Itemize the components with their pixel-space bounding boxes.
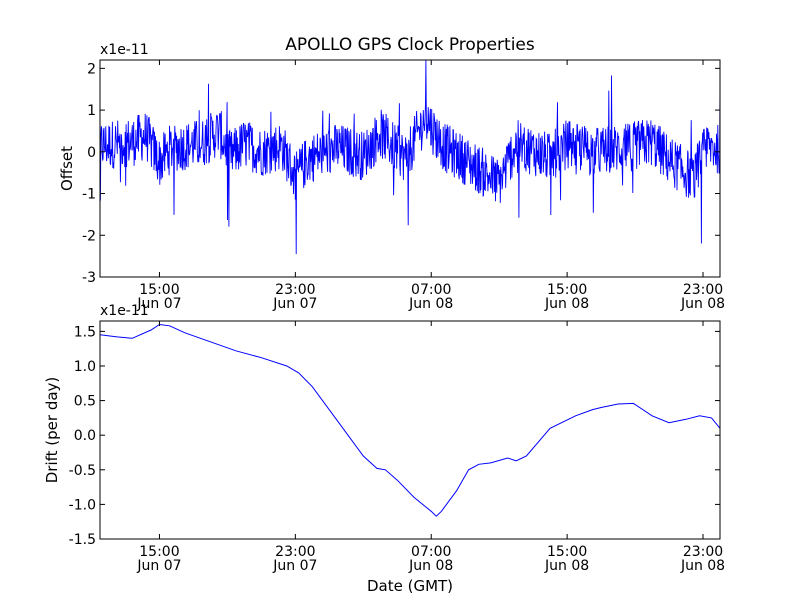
offset-xtick-date-label: Jun 08 <box>408 296 453 312</box>
drift-ytick-label: -1.0 <box>69 497 96 513</box>
drift-ytick-label: 0.0 <box>74 428 96 444</box>
offset-xtick-time-label: 23:00 <box>683 282 723 298</box>
offset-ylabel: Offset <box>58 146 76 191</box>
offset-ytick-label: 2 <box>87 61 96 77</box>
drift-xtick-time-label: 07:00 <box>411 544 451 560</box>
offset-xtick-time-label: 07:00 <box>411 282 451 298</box>
drift-xtick-date-label: Jun 07 <box>272 558 317 574</box>
offset-ytick-label: -3 <box>82 270 96 286</box>
offset-y-multiplier: x1e-11 <box>100 42 149 58</box>
offset-xtick-date-label: Jun 08 <box>544 296 589 312</box>
drift-xlabel: Date (GMT) <box>367 577 453 595</box>
offset-ytick-label: 0 <box>87 145 96 161</box>
drift-series-line <box>99 323 721 517</box>
offset-xtick-date-label: Jun 07 <box>272 296 317 312</box>
drift-xtick-time-label: 23:00 <box>683 544 723 560</box>
drift-xtick-time-label: 15:00 <box>547 544 587 560</box>
drift-ylabel: Drift (per day) <box>43 377 61 484</box>
offset-series-line <box>99 59 721 255</box>
offset-axes-frame <box>99 59 721 278</box>
drift-xtick-time-label: 15:00 <box>139 544 179 560</box>
drift-xtick-date-label: Jun 08 <box>680 558 725 574</box>
drift-xtick-date-label: Jun 08 <box>408 558 453 574</box>
offset-xtick-date-label: Jun 07 <box>136 296 181 312</box>
drift-ytick-label: -0.5 <box>69 463 96 479</box>
drift-ytick-label: 1.5 <box>74 324 96 340</box>
drift-ytick-label: -1.5 <box>69 532 96 548</box>
drift-ytick-label: 1.0 <box>74 359 96 375</box>
drift-xtick-time-label: 23:00 <box>275 544 315 560</box>
drift-xtick-date-label: Jun 07 <box>136 558 181 574</box>
offset-ytick-label: -2 <box>82 228 96 244</box>
offset-xtick-time-label: 15:00 <box>139 282 179 298</box>
offset-xtick-date-label: Jun 08 <box>680 296 725 312</box>
drift-axes-frame <box>99 320 721 540</box>
offset-xtick-time-label: 23:00 <box>275 282 315 298</box>
drift-ytick-label: 0.5 <box>74 394 96 410</box>
drift-xtick-date-label: Jun 08 <box>544 558 589 574</box>
offset-xtick-time-label: 15:00 <box>547 282 587 298</box>
chart-title: APOLLO GPS Clock Properties <box>285 35 535 55</box>
offset-ytick-label: -1 <box>82 187 96 203</box>
drift-y-multiplier: x1e-11 <box>100 303 149 319</box>
offset-ytick-label: 1 <box>87 103 96 119</box>
